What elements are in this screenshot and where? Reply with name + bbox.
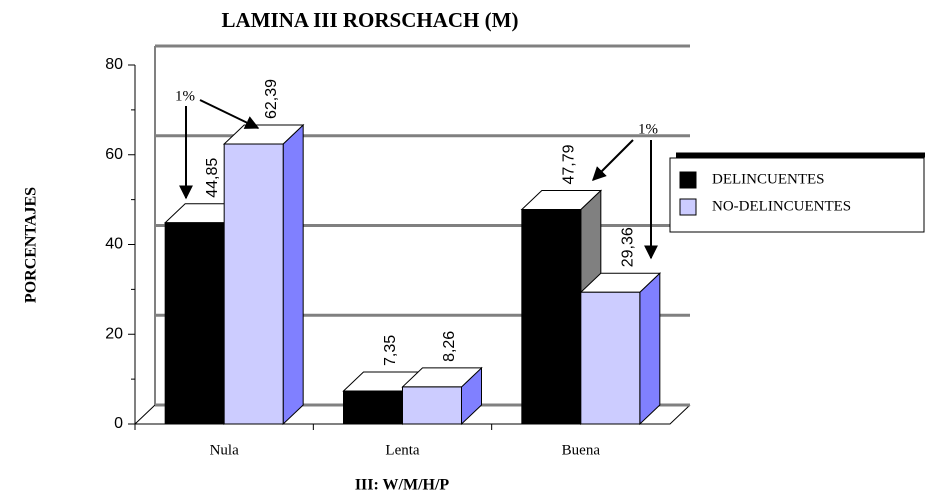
data-label: 8,26 [441,331,458,362]
y-tick-label: 0 [114,415,123,432]
bar [164,222,225,425]
legend-label: NO-DELINCUENTES [712,198,851,214]
legend [669,157,925,233]
bar-side [639,272,661,426]
y-tick-label: 80 [105,56,123,73]
y-axis-label: PORCENTAJES [23,187,40,303]
x-axis-label: III: W/M/H/P [355,477,450,494]
chart-title: LAMINA III RORSCHACH (M) [222,8,519,32]
bar [521,209,582,425]
data-label: 62,39 [263,79,280,119]
data-label: 47,79 [561,144,578,184]
x-tick-label: Lenta [385,442,419,458]
y-tick-label: 60 [105,146,123,163]
annotation: 1% [638,121,658,137]
data-label: 7,35 [382,335,399,366]
legend-swatch [679,171,697,189]
plot-area: 0 20 40 60 80 Nula Lenta Buena 44,85 7,35 47,79 62,… [105,44,691,458]
x-tick-label: Nula [210,442,240,458]
data-label: 44,85 [204,158,221,198]
bar [402,386,462,425]
arrow [199,99,260,129]
bar [580,291,641,425]
bar [223,143,284,425]
bar [343,390,403,425]
x-tick-label: Buena [562,442,601,458]
legend-swatch [679,198,697,216]
y-tick-label: 40 [105,236,123,253]
y-tick-label: 20 [105,325,123,342]
annotation: 1% [175,88,195,104]
bar-side [282,123,304,426]
legend-items: DELINCUENTES NO-DELINCUENTES [679,171,851,216]
data-label: 29,36 [620,227,637,267]
arrow [592,139,634,181]
legend-label: DELINCUENTES [712,171,825,187]
back-wall-edge [134,46,156,425]
